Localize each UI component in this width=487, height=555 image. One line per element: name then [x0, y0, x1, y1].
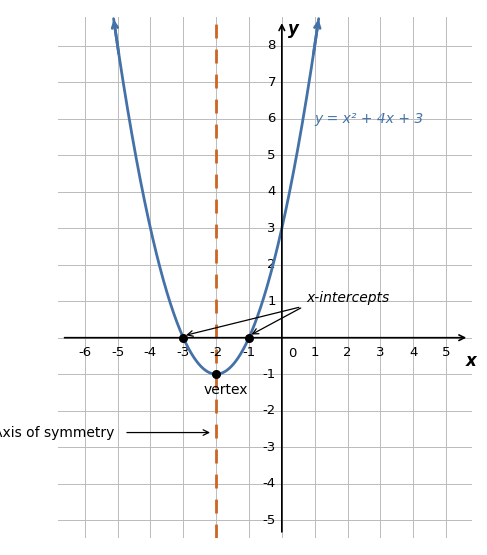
Text: 3: 3 — [267, 222, 276, 235]
Text: 2: 2 — [343, 346, 352, 359]
Text: -4: -4 — [263, 477, 276, 490]
Text: y = x² + 4x + 3: y = x² + 4x + 3 — [315, 112, 424, 126]
Text: 4: 4 — [267, 185, 276, 198]
Text: 8: 8 — [267, 39, 276, 52]
Text: x-intercepts: x-intercepts — [306, 291, 390, 305]
Text: -1: -1 — [262, 367, 276, 381]
Text: -3: -3 — [177, 346, 190, 359]
Text: -2: -2 — [262, 404, 276, 417]
Text: -5: -5 — [262, 513, 276, 527]
Text: -6: -6 — [78, 346, 91, 359]
Text: Axis of symmetry: Axis of symmetry — [0, 426, 114, 440]
Text: -3: -3 — [262, 441, 276, 453]
Text: 2: 2 — [267, 258, 276, 271]
Text: 6: 6 — [267, 112, 276, 125]
Text: 4: 4 — [409, 346, 417, 359]
Text: 1: 1 — [310, 346, 319, 359]
Text: 3: 3 — [376, 346, 385, 359]
Text: -4: -4 — [144, 346, 157, 359]
Text: -2: -2 — [209, 346, 223, 359]
Text: 0: 0 — [288, 347, 296, 360]
Text: -5: -5 — [111, 346, 124, 359]
Text: 7: 7 — [267, 76, 276, 89]
Text: y: y — [288, 21, 299, 38]
Text: 5: 5 — [267, 149, 276, 162]
Text: 5: 5 — [442, 346, 450, 359]
Text: x: x — [466, 352, 476, 370]
Text: 1: 1 — [267, 295, 276, 307]
Text: vertex: vertex — [204, 384, 248, 397]
Text: -1: -1 — [243, 346, 256, 359]
